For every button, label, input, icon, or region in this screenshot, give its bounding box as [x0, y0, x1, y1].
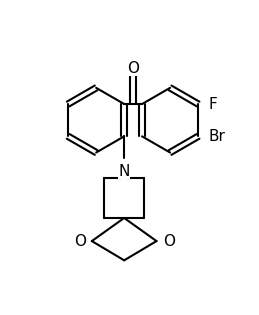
Text: N: N — [118, 164, 130, 179]
Text: O: O — [74, 234, 86, 249]
Text: O: O — [163, 234, 175, 249]
Text: F: F — [208, 96, 217, 112]
Text: Br: Br — [208, 129, 225, 144]
Text: O: O — [127, 61, 139, 76]
